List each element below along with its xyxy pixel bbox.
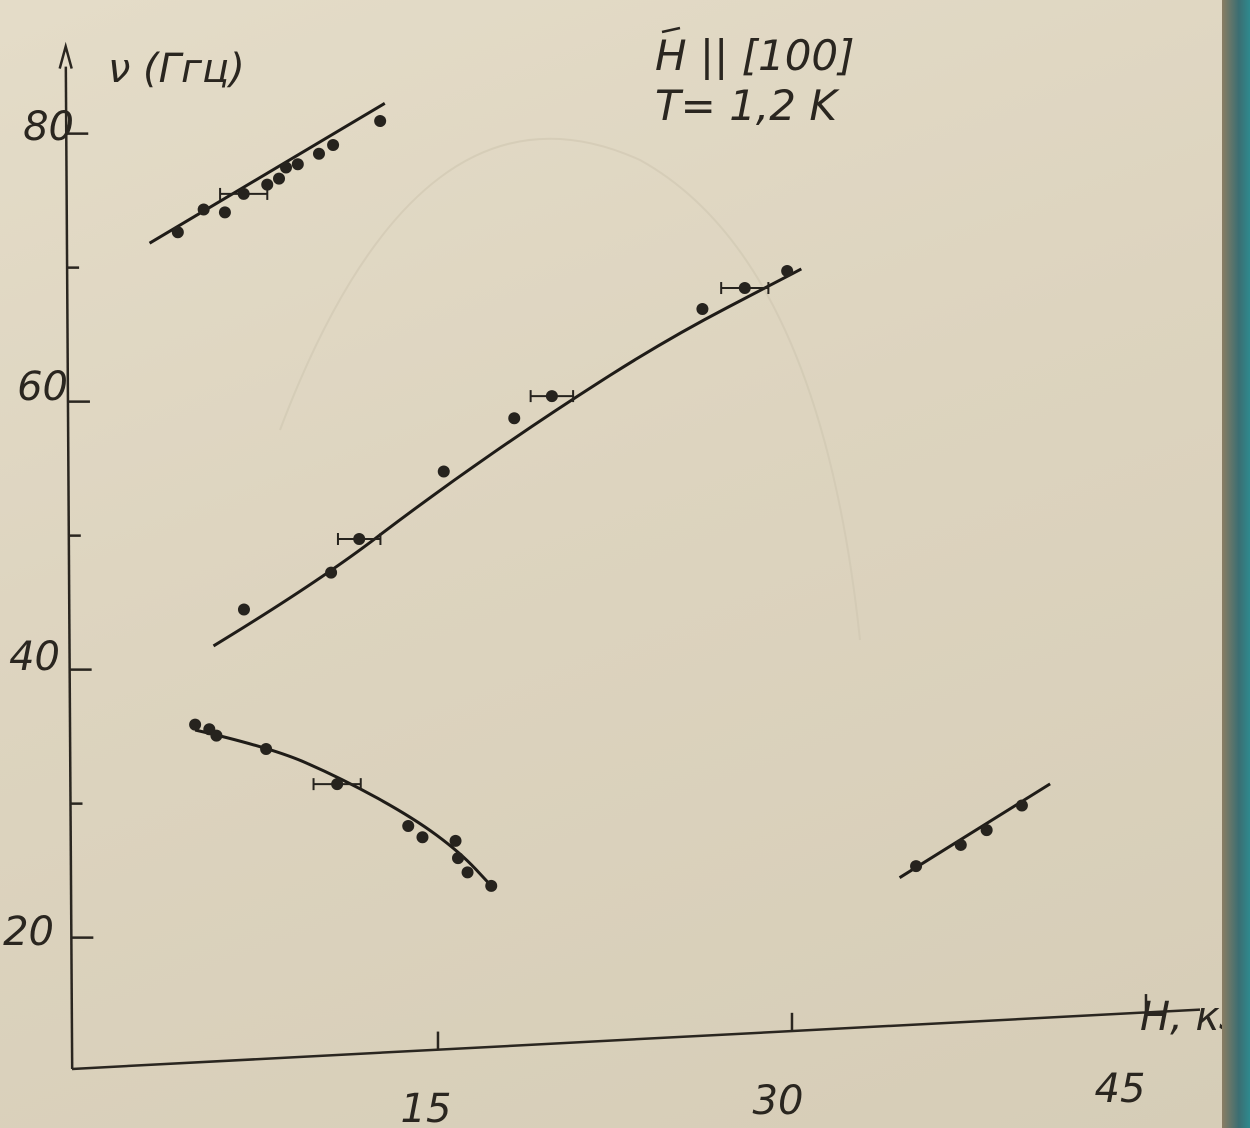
data-point-3-5 — [331, 778, 344, 791]
data-point-2-3 — [353, 533, 366, 546]
data-point-3-9 — [452, 852, 465, 865]
data-point-3-4 — [260, 743, 273, 756]
data-point-1-8 — [291, 158, 304, 171]
data-point-1-6 — [273, 172, 286, 185]
field-direction-annotation: H || [100] — [655, 31, 855, 80]
data-point-1-1 — [171, 226, 184, 239]
fit-curve-2 — [212, 267, 803, 648]
data-point-3-6 — [402, 819, 415, 832]
temperature-annotation: T= 1,2 K — [655, 81, 840, 130]
data-point-1-11 — [374, 115, 387, 128]
data-point-4-2 — [954, 838, 967, 851]
data-point-3-11 — [485, 879, 498, 892]
fit-curve-3 — [194, 728, 493, 887]
x-tick-label-30: 30 — [753, 1078, 804, 1124]
data-point-1-5 — [261, 178, 274, 191]
data-point-1-2 — [197, 203, 210, 216]
y-axis — [64, 66, 74, 1069]
data-point-3-8 — [449, 834, 462, 847]
data-point-1-7 — [280, 161, 293, 174]
data-point-1-3 — [218, 206, 231, 219]
x-tick-label-45: 45 — [1095, 1066, 1146, 1112]
data-point-2-1 — [237, 603, 250, 616]
data-points — [171, 115, 1028, 892]
data-point-3-7 — [416, 831, 429, 844]
data-point-3-1 — [189, 718, 202, 731]
data-point-2-5 — [508, 412, 521, 425]
y-axis-label: ν (Ггц) — [108, 46, 245, 92]
data-point-4-3 — [980, 824, 993, 837]
y-tick-label-40: 40 — [9, 634, 60, 680]
data-point-1-4 — [237, 187, 250, 200]
data-point-1-10 — [327, 138, 340, 151]
x-tick-label-15: 15 — [401, 1086, 452, 1128]
vector-arrow-mark — [661, 26, 681, 34]
data-point-2-7 — [696, 303, 709, 316]
data-point-2-2 — [325, 566, 338, 579]
data-point-4-1 — [910, 860, 923, 873]
data-point-2-6 — [545, 390, 558, 403]
fit-curves — [148, 102, 1051, 887]
x-axis — [71, 1008, 1201, 1071]
y-tick-label-60: 60 — [17, 364, 68, 410]
fit-curve-4 — [898, 782, 1051, 879]
data-point-3-10 — [461, 866, 474, 879]
frequency-field-chart: 15 30 45 20 40 60 80 ν (Ггц) H, кЭ H || … — [3, 26, 1222, 1128]
book-edge — [1222, 0, 1250, 1128]
data-point-1-9 — [312, 147, 325, 160]
x-axis-label: H, кЭ — [1140, 994, 1222, 1040]
data-point-2-9 — [781, 265, 794, 278]
data-point-2-4 — [437, 465, 450, 478]
tick-marks — [66, 132, 1148, 1050]
faint-background-curve — [279, 137, 861, 641]
paper-background — [0, 0, 1222, 1128]
error-bars — [219, 187, 770, 791]
data-point-2-8 — [738, 282, 751, 295]
y-tick-label-20: 20 — [3, 909, 54, 955]
y-tick-label-80: 80 — [23, 104, 74, 150]
data-point-3-3 — [210, 729, 223, 742]
fit-curve-1 — [148, 102, 386, 245]
y-axis-arrow — [58, 41, 73, 69]
data-point-4-4 — [1015, 799, 1028, 812]
